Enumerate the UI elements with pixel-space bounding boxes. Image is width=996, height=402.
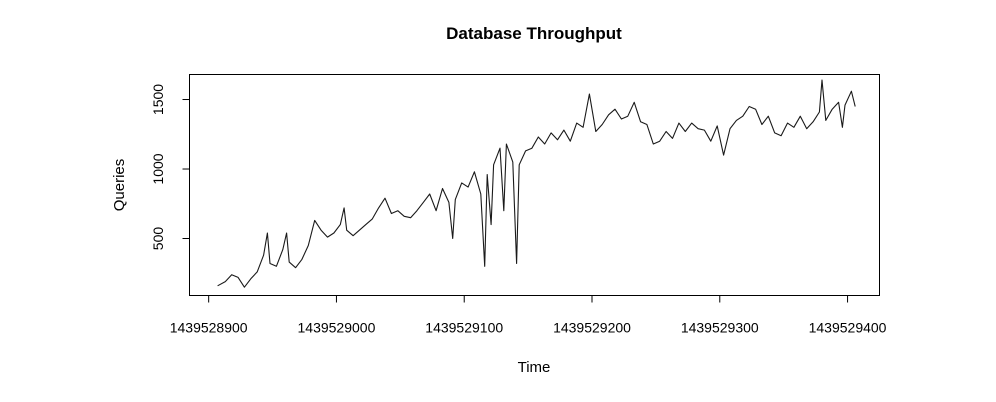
- x-tick-label: 1439529100: [425, 320, 503, 336]
- x-tick-label: 1439529400: [809, 320, 887, 336]
- chart-title: Database Throughput: [446, 24, 622, 43]
- y-axis-label: Queries: [111, 159, 128, 212]
- y-tick-label: 1000: [150, 153, 166, 184]
- x-tick-label: 1439529000: [298, 320, 376, 336]
- plot-area-border: [189, 74, 880, 296]
- x-tick-label: 1439528900: [170, 320, 248, 336]
- y-axis: 500 1000 1500: [150, 84, 190, 250]
- y-tick-label: 500: [150, 227, 166, 251]
- x-axis: 1439528900 1439529000 1439529100 1439529200…: [170, 295, 887, 336]
- x-axis-label: Time: [518, 359, 551, 376]
- series-line-0: [217, 79, 856, 288]
- x-tick-label: 1439529300: [681, 320, 759, 336]
- series-layer: [217, 79, 856, 288]
- y-tick-label: 1500: [150, 84, 166, 115]
- x-tick-label: 1439529200: [553, 320, 631, 336]
